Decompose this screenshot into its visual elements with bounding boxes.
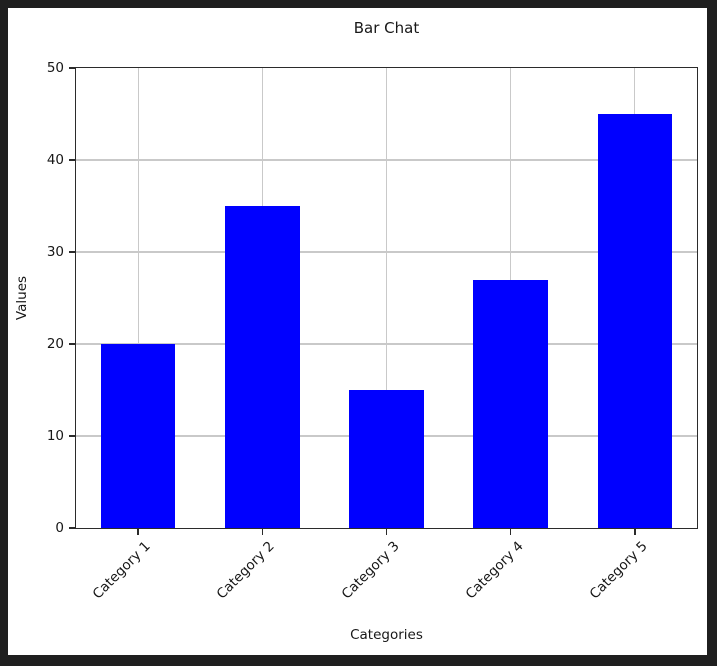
bar-category-1 [100, 344, 176, 528]
x-tick-mark [510, 529, 512, 535]
bar-category-4 [473, 279, 548, 528]
x-axis-label: Categories [350, 627, 423, 643]
y-tick-mark [69, 527, 75, 529]
bar-category-5 [597, 114, 673, 528]
y-tick-label: 20 [46, 336, 64, 352]
x-tick-label: Category 1 [89, 538, 154, 603]
y-tick-mark [69, 251, 75, 253]
plot-area [75, 67, 698, 529]
figure-canvas: Bar Chat Values 0 10 20 30 40 50 Category 1 Cat… [8, 8, 707, 655]
y-tick-mark [69, 435, 75, 437]
y-tick-label: 50 [46, 60, 64, 76]
y-tick-mark [69, 343, 75, 345]
bar-category-2 [225, 206, 300, 528]
y-tick-mark [69, 67, 75, 69]
y-tick-label: 30 [46, 244, 64, 260]
x-tick-mark [634, 529, 636, 535]
y-tick-label: 0 [55, 520, 64, 536]
x-tick-mark [261, 529, 263, 535]
y-tick-label: 40 [46, 152, 64, 168]
x-tick-mark [385, 529, 388, 535]
gridline-vertical [385, 68, 388, 528]
y-tick-mark [69, 159, 75, 161]
bar-category-3 [349, 390, 424, 528]
chart-title: Bar Chat [353, 19, 420, 37]
y-axis-label-text: Values [14, 275, 30, 321]
gridline-vertical [137, 68, 139, 528]
x-tick-mark [137, 529, 139, 535]
y-tick-label: 10 [46, 428, 64, 444]
